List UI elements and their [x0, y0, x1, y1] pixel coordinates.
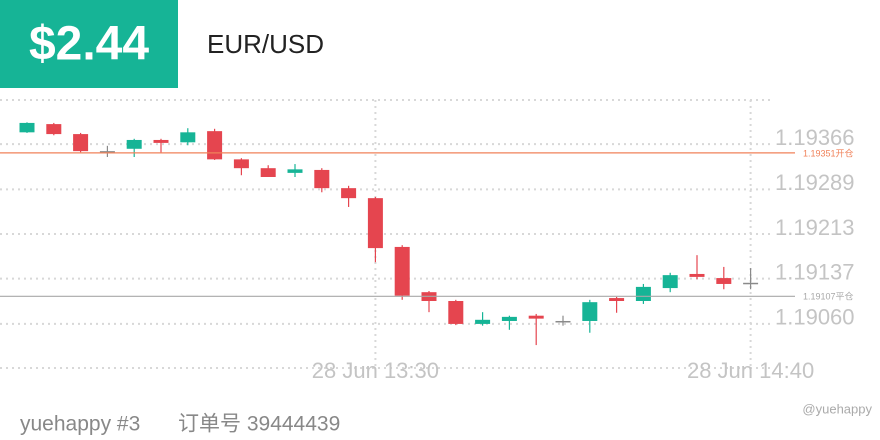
candle-body — [19, 122, 35, 133]
candle-body — [609, 298, 625, 301]
candle-body — [287, 169, 303, 173]
position-label: 1.19351开仓 — [803, 147, 854, 158]
y-tick-label: 1.19366 — [775, 125, 855, 150]
candle-body — [689, 273, 705, 277]
candle-body — [126, 139, 142, 149]
y-tick-label: 1.19213 — [775, 215, 855, 240]
x-tick-label: 28 Jun 14:40 — [687, 358, 814, 383]
y-tick-label: 1.19137 — [775, 259, 855, 284]
x-tick-label: 28 Jun 13:30 — [312, 358, 439, 383]
candle-body — [73, 134, 89, 152]
candle-body — [635, 286, 651, 301]
candle-body — [207, 131, 223, 160]
pair: EUR/USD — [207, 29, 324, 59]
candle-body — [394, 246, 410, 296]
amount: $2.44 — [29, 18, 149, 71]
candle-body — [260, 168, 276, 177]
candle-body — [99, 151, 115, 153]
candle-body — [314, 169, 330, 189]
order-number: 订单号 39444439 — [178, 413, 340, 436]
candle-body — [233, 159, 249, 169]
candle-body — [180, 132, 196, 143]
candle-body — [448, 301, 464, 324]
watermark: @yuehappy — [802, 401, 872, 416]
candle-body — [662, 275, 678, 289]
amount-badge — [0, 0, 178, 88]
y-tick-label: 1.19060 — [775, 305, 855, 330]
candle-body — [153, 139, 169, 143]
candle-body — [582, 302, 598, 321]
y-tick-label: 1.19289 — [775, 170, 855, 195]
candle-body — [555, 320, 571, 323]
candle-body — [743, 282, 759, 285]
candle-body — [528, 315, 544, 319]
candle-body — [46, 124, 62, 135]
account: yuehappy #3 — [20, 413, 140, 436]
candle-body — [367, 198, 383, 249]
candle-body — [716, 278, 732, 284]
candle-body — [501, 316, 517, 321]
candle-body — [341, 188, 357, 199]
position-label: 1.19107平仓 — [803, 291, 854, 302]
candle-body — [475, 319, 491, 324]
